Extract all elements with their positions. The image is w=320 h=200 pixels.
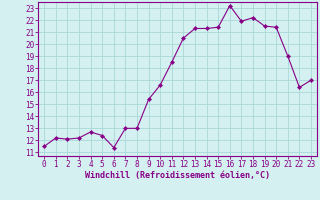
X-axis label: Windchill (Refroidissement éolien,°C): Windchill (Refroidissement éolien,°C) xyxy=(85,171,270,180)
